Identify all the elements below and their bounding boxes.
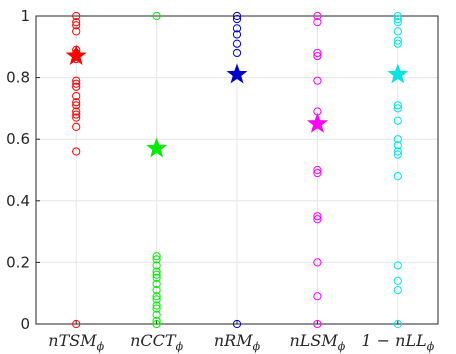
data-point: [72, 18, 81, 27]
y-tick-label: 1: [20, 7, 30, 25]
y-tick-label: 0.2: [6, 253, 30, 271]
data-point: [152, 310, 161, 319]
data-point: [232, 14, 242, 24]
data-points: [72, 11, 402, 329]
data-point: [152, 270, 161, 279]
data-point: [152, 319, 161, 329]
data-point: [152, 292, 161, 301]
data-point: [313, 48, 322, 58]
data-point: [313, 18, 322, 27]
data-point: [72, 11, 81, 21]
data-point: [393, 150, 402, 159]
mean-star-marker: [306, 112, 328, 133]
data-point: [152, 301, 161, 310]
data-point: [313, 319, 322, 329]
data-point: [152, 286, 161, 295]
data-point: [152, 267, 161, 276]
data-point: [152, 252, 161, 261]
data-point: [72, 107, 81, 116]
data-point: [393, 104, 402, 113]
data-point: [313, 168, 322, 178]
data-point: [393, 11, 402, 21]
data-point: [393, 172, 402, 181]
y-tick-label: 0.8: [6, 69, 30, 87]
x-category-label: nLSMϕ: [290, 331, 346, 353]
data-point: [152, 273, 161, 282]
data-point: [152, 316, 161, 326]
y-tick-label: 0.4: [6, 192, 30, 210]
data-point: [393, 36, 402, 45]
data-point: [393, 286, 402, 295]
data-point: [393, 276, 402, 285]
data-point: [313, 165, 322, 175]
x-category-label: nCCTϕ: [130, 331, 183, 353]
data-point: [152, 295, 161, 304]
data-point: [72, 113, 81, 122]
data-point: [313, 11, 322, 21]
data-point: [72, 82, 81, 91]
y-tick-label: 0: [20, 315, 30, 333]
y-tick-label: 0.6: [6, 130, 30, 148]
data-point: [152, 261, 161, 270]
data-point: [72, 98, 81, 107]
data-point: [393, 141, 402, 150]
data-point: [393, 101, 402, 110]
data-point: [72, 147, 81, 156]
data-point: [393, 147, 402, 156]
data-point: [232, 11, 242, 21]
data-point: [72, 122, 81, 131]
data-point: [393, 27, 402, 36]
data-point: [393, 261, 402, 270]
mean-star-marker: [146, 137, 168, 158]
x-category-label: nRMϕ: [214, 331, 261, 353]
data-point: [72, 27, 81, 36]
data-point: [72, 21, 81, 30]
data-point: [72, 91, 81, 101]
mean-star-marker: [226, 63, 248, 84]
data-point: [72, 76, 81, 85]
data-point: [313, 215, 322, 224]
data-point: [393, 135, 402, 144]
data-point: [152, 255, 161, 264]
y-axis: 0 0.2 0.4 0.6 0.8 1: [6, 7, 40, 333]
data-point: [393, 18, 402, 27]
mean-markers: [65, 45, 409, 158]
data-point: [313, 51, 322, 61]
data-point: [393, 116, 402, 125]
mean-star-marker: [387, 63, 409, 84]
data-point: [232, 24, 242, 33]
data-point: [152, 11, 161, 21]
data-point: [232, 48, 242, 58]
data-point: [232, 30, 242, 39]
data-point: [393, 14, 402, 24]
data-point: [313, 76, 322, 85]
data-point: [72, 79, 81, 88]
data-point: [152, 279, 161, 289]
data-point: [232, 319, 242, 329]
data-point: [152, 304, 161, 313]
mean-star-marker: [65, 45, 87, 65]
x-axis: nTSMϕ nCCTϕ nRMϕ nLSMϕ 1 − nLLϕ: [48, 320, 435, 353]
x-category-label: nTSMϕ: [48, 331, 104, 353]
x-category-label: 1 − nLLϕ: [361, 331, 434, 353]
data-point: [232, 39, 242, 48]
data-point: [72, 110, 81, 119]
data-point: [72, 101, 81, 110]
data-point: [393, 319, 402, 329]
data-point: [72, 319, 81, 329]
data-point: [313, 258, 322, 267]
data-point: [313, 292, 322, 301]
data-point: [393, 39, 402, 48]
grid: [36, 15, 438, 325]
data-point: [313, 212, 322, 221]
